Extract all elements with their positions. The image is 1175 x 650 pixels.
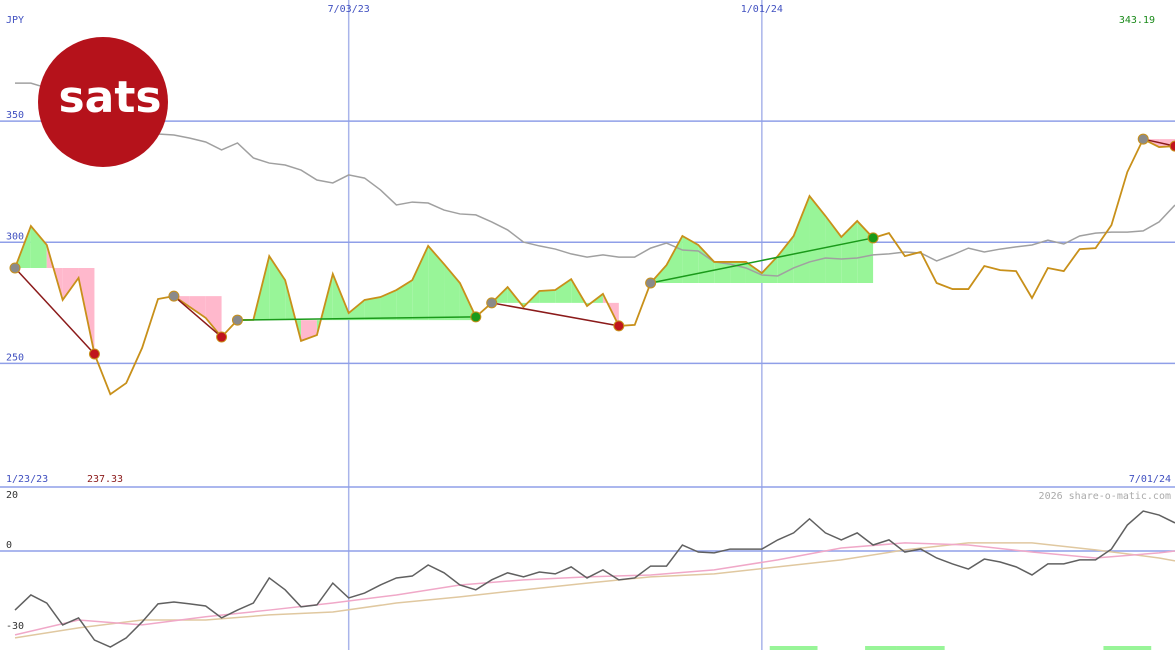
series-line (14, 510, 1175, 648)
series-line (15, 82, 1175, 277)
trade-shade (269, 256, 286, 321)
logo-text: sats (58, 72, 161, 123)
trade-exit-marker (1169, 140, 1175, 152)
trade-shade (809, 196, 826, 283)
trade-shade (380, 290, 397, 321)
signal-band (896, 646, 945, 650)
trade-shade (745, 261, 762, 283)
trade-shade (62, 267, 79, 300)
trade-entry-marker (9, 262, 21, 274)
y-tick-label: 350 (6, 110, 24, 121)
trade-shade (555, 279, 572, 303)
trade-shade (682, 235, 699, 283)
trade-shade (348, 299, 365, 321)
trade-exit-marker (867, 232, 879, 244)
series-line (14, 542, 1175, 636)
trade-line (173, 295, 223, 338)
trade-exit-marker (470, 311, 482, 323)
signal-band (769, 646, 818, 650)
trade-shade (698, 244, 715, 283)
trade-shade (777, 235, 794, 283)
trade-shade (539, 290, 556, 303)
series-line (14, 137, 1175, 396)
range-end-label: 7/01/24 (1129, 474, 1171, 485)
x-tick-label: 7/03/23 (328, 4, 370, 15)
trade-shade (444, 264, 460, 321)
watermark: 2026 share-o-matic.com (1039, 491, 1171, 502)
trade-shade (841, 220, 858, 283)
y-tick-label: 250 (6, 352, 24, 363)
trade-shade (412, 245, 429, 321)
y-tick-label: -30 (6, 621, 24, 632)
trade-entry-marker (486, 297, 498, 309)
trade-entry-marker (168, 290, 180, 302)
trade-shade (205, 296, 222, 338)
trade-shade (364, 297, 381, 321)
trade-line (14, 267, 96, 355)
unit-label: JPY (6, 15, 24, 26)
trade-entry-marker (645, 277, 657, 289)
foreground-layer: sats (38, 37, 168, 167)
range-start-label: 1/23/23 (6, 474, 48, 485)
trade-shade (189, 296, 206, 318)
y-tick-label: 300 (6, 231, 24, 242)
trade-shade (793, 196, 810, 283)
trade-entry-marker (231, 314, 243, 326)
series-line (14, 542, 1175, 639)
trade-exit-marker (88, 348, 100, 360)
trade-entry-marker (1137, 133, 1149, 145)
min-annotation: 237.33 (87, 474, 123, 485)
trade-line (237, 316, 476, 321)
trade-exit-marker (613, 320, 625, 332)
signal-band (1103, 646, 1152, 650)
x-tick-label: 1/01/24 (741, 4, 783, 15)
signal-band (865, 646, 897, 650)
trade-shade (714, 261, 731, 283)
trade-line (650, 237, 874, 284)
y-tick-label: 0 (6, 540, 12, 551)
max-annotation: 343.19 (1119, 15, 1155, 26)
trade-shade (396, 280, 413, 321)
trade-line (491, 302, 619, 327)
logo-badge (38, 37, 168, 167)
trade-exit-marker (216, 331, 228, 343)
trade-shade (30, 226, 47, 268)
y-tick-label: 20 (6, 490, 18, 501)
trade-shade (428, 245, 445, 321)
